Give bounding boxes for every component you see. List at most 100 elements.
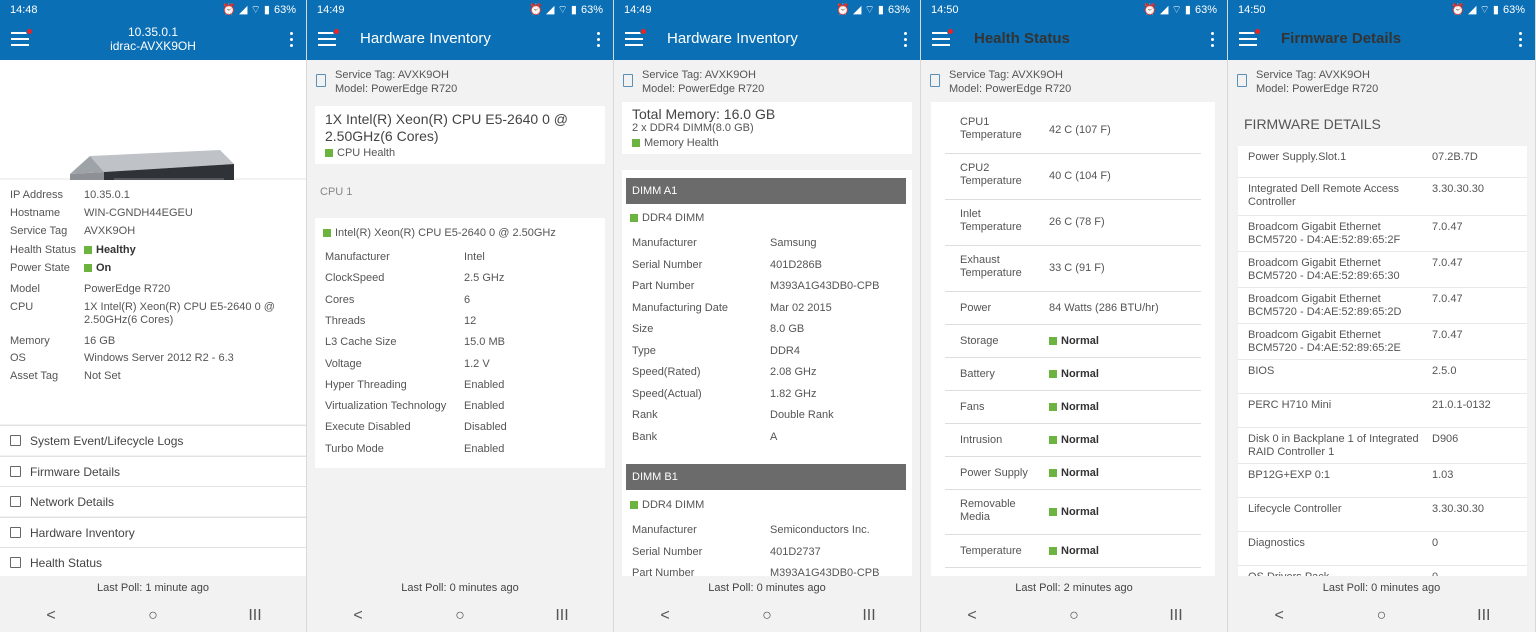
footer: Last Poll: 1 minute ago < ○ III <box>0 576 306 632</box>
firmware-version: 0 <box>1432 571 1439 578</box>
back-button[interactable]: < <box>1274 607 1284 624</box>
health-row: CPU2 Temperature 40 C (104 F) <box>945 154 1201 200</box>
cpu-detail-value: Disabled <box>464 421 507 434</box>
signal-icon: ⏰ ◢ ⌔ ▮ <box>836 4 884 16</box>
dimm-detail-value: M393A1G43DB0-CPB <box>770 280 880 292</box>
info-value: 10.35.0.1 <box>84 189 130 201</box>
menu-icon[interactable] <box>318 28 340 46</box>
server-image-card <box>0 60 306 210</box>
firmware-name: Broadcom Gigabit Ethernet BCM5720 - D4:A… <box>1248 329 1401 354</box>
health-label: Intrusion <box>960 434 1003 446</box>
menu-item[interactable]: Network Details <box>0 486 306 517</box>
cpu-detail-value: 2.5 GHz <box>464 272 505 285</box>
health-value: 33 C (91 F) <box>1049 262 1105 274</box>
firmware-name: Diagnostics <box>1248 537 1305 549</box>
service-tag: Service Tag: AVXK9OH <box>949 69 1063 81</box>
battery-level: 63% <box>1502 4 1525 16</box>
health-label: Exhaust Temperature <box>960 254 1022 279</box>
idrac-ip: 10.35.0.1 <box>127 25 179 39</box>
info-value: 1X Intel(R) Xeon(R) CPU E5-2640 0 @ 2.50… <box>84 301 275 326</box>
home-button[interactable]: ○ <box>762 607 772 624</box>
firmware-version: 3.30.30.30 <box>1432 503 1484 515</box>
health-icon <box>10 557 21 569</box>
dimm-detail-label: Part Number <box>632 280 695 292</box>
more-options-icon[interactable] <box>904 32 908 50</box>
health-value-text: Normal <box>1061 401 1099 413</box>
back-button[interactable]: < <box>660 607 670 624</box>
dimm-detail-value: Samsung <box>770 237 817 249</box>
cpu-detail-label: Execute Disabled <box>325 421 411 434</box>
menu-item[interactable]: System Event/Lifecycle Logs <box>0 425 306 455</box>
recent-apps-button[interactable]: III <box>248 607 262 624</box>
battery-level: 63% <box>580 4 603 16</box>
health-row: Intrusion Normal <box>945 424 1201 457</box>
back-button[interactable]: < <box>353 607 363 624</box>
signal-icon: ⏰ ◢ ⌔ ▮ <box>1451 4 1499 16</box>
last-poll: Last Poll: 2 minutes ago <box>1015 582 1133 594</box>
recent-apps-button[interactable]: III <box>555 607 569 624</box>
health-row: Exhaust Temperature 33 C (91 F) <box>945 246 1201 292</box>
health-value: Normal <box>1049 401 1099 414</box>
cpu-detail-label: L3 Cache Size <box>325 336 397 349</box>
android-nav-bar: < ○ III <box>0 602 306 630</box>
check-icon <box>630 214 638 223</box>
health-value: Normal <box>1049 545 1099 558</box>
recent-apps-button[interactable]: III <box>1477 607 1491 624</box>
model: Model: PowerEdge R720 <box>335 83 458 95</box>
health-row: Inlet Temperature 26 C (78 F) <box>945 200 1201 246</box>
dimm-detail-label: Type <box>632 344 656 357</box>
check-icon <box>84 264 92 273</box>
menu-item[interactable]: Hardware Inventory <box>0 516 306 547</box>
info-value: Not Set <box>84 370 121 382</box>
last-poll: Last Poll: 0 minutes ago <box>1322 582 1441 594</box>
menu-icon[interactable] <box>932 28 954 46</box>
server-icon <box>930 74 940 87</box>
recent-apps-button[interactable]: III <box>862 607 876 624</box>
cpu-detail-value: Enabled <box>464 442 505 455</box>
back-button[interactable]: < <box>46 607 56 624</box>
firmware-version: 21.0.1-0132 <box>1432 399 1491 411</box>
cpu-detail-label: Threads <box>325 314 366 327</box>
footer: Last Poll: 2 minutes ago < ○ III <box>921 576 1227 632</box>
menu-icon[interactable] <box>625 28 647 46</box>
more-options-icon[interactable] <box>1519 32 1523 50</box>
home-button[interactable]: ○ <box>455 607 465 624</box>
info-label: Power State <box>10 262 70 274</box>
info-label: Model <box>10 283 40 295</box>
menu-item[interactable]: Firmware Details <box>0 455 306 486</box>
home-button[interactable]: ○ <box>1376 607 1387 624</box>
menu-icon[interactable] <box>11 28 33 46</box>
recent-apps-button[interactable]: III <box>1169 607 1183 624</box>
firmware-version: 3.30.30.30 <box>1432 183 1484 195</box>
info-label: Hostname <box>10 207 61 219</box>
dimm-detail-value: 401D2737 <box>770 545 821 558</box>
back-button[interactable]: < <box>967 607 977 624</box>
dimm-b1-card: DIMM B1 DDR4 DIMM Manufacturer Semiconduc… <box>622 458 912 579</box>
status-bar: 14:48 ⏰ ◢ ⌔ ▮ 63% <box>0 0 306 20</box>
firmware-name: Integrated Dell Remote Access Controller <box>1248 183 1400 208</box>
signal-icon: ⏰ ◢ ⌔ ▮ <box>222 4 270 16</box>
battery-level: 63% <box>1194 4 1217 16</box>
menu-item[interactable]: Health Status <box>0 547 306 578</box>
home-button[interactable]: ○ <box>148 607 158 624</box>
service-tag: Service Tag: AVXK9OH <box>642 69 756 81</box>
cpu-detail-card: Intel(R) Xeon(R) CPU E5-2640 0 @ 2.50GHz… <box>315 218 605 468</box>
status-bar: 14:50 ⏰ ◢ ⌔ ▮ 63% <box>1228 0 1535 20</box>
health-label: CPU2 Temperature <box>960 162 1022 187</box>
more-options-icon[interactable] <box>1211 32 1215 50</box>
model: Model: PowerEdge R720 <box>949 83 1072 95</box>
health-label: Temperature <box>960 545 1022 557</box>
cpu-detail-label: Virtualization Technology <box>325 400 447 413</box>
more-options-icon[interactable] <box>290 32 294 50</box>
info-label: Health Status <box>10 244 77 256</box>
more-options-icon[interactable] <box>597 32 601 50</box>
health-row: Power 84 Watts (286 BTU/hr) <box>945 292 1201 325</box>
home-button[interactable]: ○ <box>1069 607 1079 624</box>
health-value: Normal <box>1049 467 1099 480</box>
menu-icon[interactable] <box>1239 28 1261 46</box>
dimm-detail-value: 1.82 GHz <box>770 387 817 400</box>
model: Model: PowerEdge R720 <box>642 83 765 95</box>
firmware-name: Broadcom Gigabit Ethernet BCM5720 - D4:A… <box>1248 221 1401 246</box>
health-value-text: Normal <box>1061 434 1099 446</box>
screen-health-status: 14:50 ⏰ ◢ ⌔ ▮ 63% Health Status Service T… <box>921 0 1228 632</box>
